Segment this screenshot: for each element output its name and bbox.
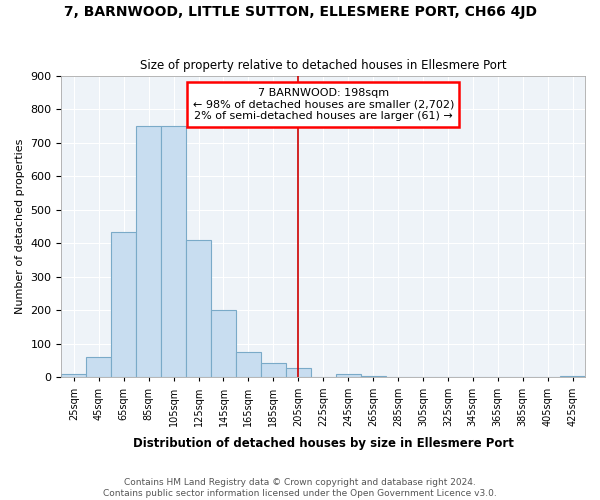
- Bar: [186, 240, 211, 378]
- Bar: [560, 376, 585, 378]
- Y-axis label: Number of detached properties: Number of detached properties: [15, 139, 25, 314]
- Text: Contains HM Land Registry data © Crown copyright and database right 2024.
Contai: Contains HM Land Registry data © Crown c…: [103, 478, 497, 498]
- Bar: [86, 358, 111, 378]
- Bar: [335, 374, 361, 378]
- Text: 7 BARNWOOD: 198sqm
← 98% of detached houses are smaller (2,702)
2% of semi-detac: 7 BARNWOOD: 198sqm ← 98% of detached hou…: [193, 88, 454, 121]
- Title: Size of property relative to detached houses in Ellesmere Port: Size of property relative to detached ho…: [140, 59, 506, 72]
- Text: 7, BARNWOOD, LITTLE SUTTON, ELLESMERE PORT, CH66 4JD: 7, BARNWOOD, LITTLE SUTTON, ELLESMERE PO…: [64, 5, 536, 19]
- Bar: [61, 374, 86, 378]
- Bar: [361, 376, 386, 378]
- Bar: [161, 126, 186, 378]
- X-axis label: Distribution of detached houses by size in Ellesmere Port: Distribution of detached houses by size …: [133, 437, 514, 450]
- Bar: [261, 363, 286, 378]
- Bar: [286, 368, 311, 378]
- Bar: [111, 232, 136, 378]
- Bar: [211, 310, 236, 378]
- Bar: [236, 352, 261, 378]
- Bar: [136, 126, 161, 378]
